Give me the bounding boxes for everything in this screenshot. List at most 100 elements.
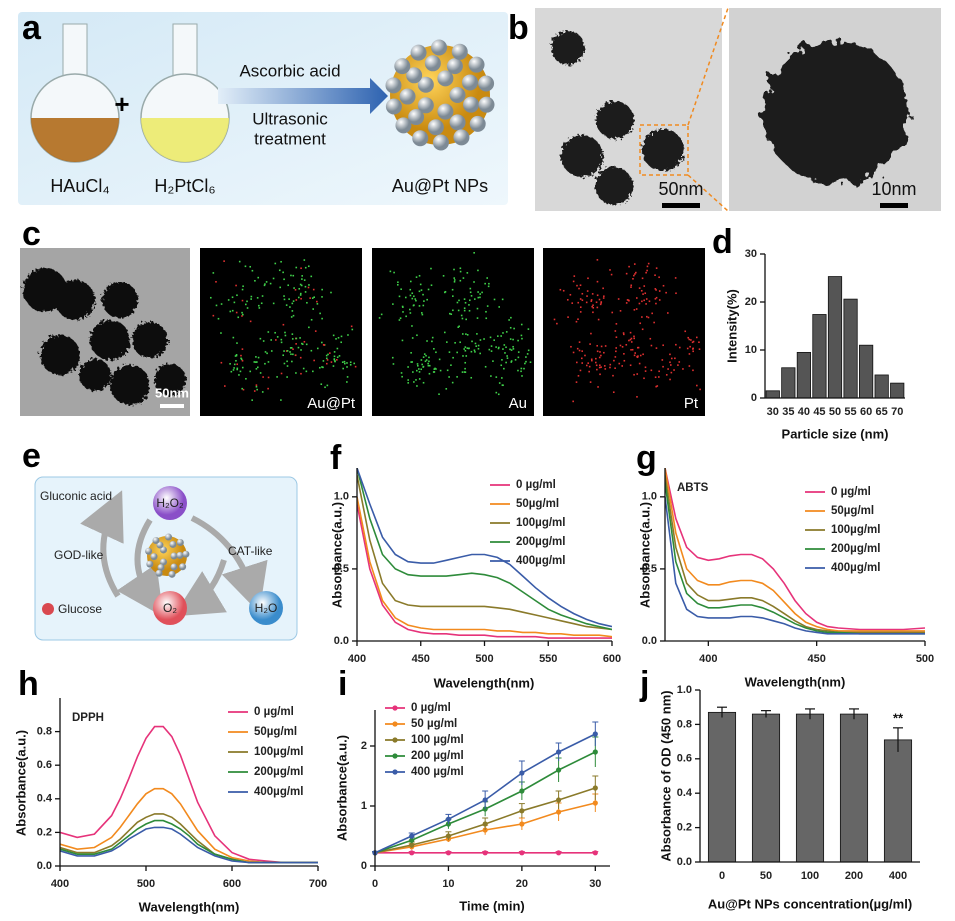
eds-dot	[576, 347, 579, 350]
eds-dot	[629, 338, 632, 341]
eds-dot	[325, 362, 328, 365]
eds-dot	[275, 339, 277, 341]
eds-dot	[256, 361, 258, 363]
eds-dot	[599, 373, 601, 376]
eds-dot	[615, 347, 618, 349]
eds-dot	[476, 317, 479, 319]
eds-dot	[310, 275, 313, 278]
eds-dot	[215, 304, 218, 307]
eds-dot	[262, 340, 265, 342]
eds-dot	[233, 367, 235, 369]
eds-dot	[286, 350, 289, 352]
eds-dot	[677, 364, 679, 366]
eds-dot	[661, 359, 664, 361]
eds-dot	[333, 358, 336, 361]
x-tick-label: 65	[876, 406, 888, 418]
eds-dot	[509, 338, 512, 340]
eds-dot	[517, 356, 520, 359]
eds-dot	[485, 310, 487, 313]
y-tick-label: 0.8	[677, 718, 692, 730]
eds-dot	[304, 285, 307, 288]
eds-dot	[278, 269, 281, 272]
scheme-background	[18, 12, 508, 205]
eds-dot	[300, 372, 302, 375]
eds-dot	[614, 330, 617, 332]
eds-dot	[238, 374, 240, 376]
eds-dot	[236, 367, 239, 370]
eds-dot	[649, 337, 652, 340]
particle	[154, 364, 186, 396]
reactant: H₂PtCl₆	[154, 176, 215, 196]
eds-dot	[686, 347, 689, 350]
eds-dot	[698, 341, 700, 344]
x-axis-title: Wavelength(nm)	[745, 674, 846, 689]
legend-marker	[392, 721, 398, 727]
eds-dot	[428, 372, 431, 375]
pt-sphere	[169, 540, 177, 548]
eds-dot	[643, 285, 646, 287]
eds-dot	[396, 283, 399, 286]
eds-dot	[517, 339, 519, 342]
particle	[110, 365, 150, 405]
eds-dot	[559, 288, 562, 291]
eds-dot	[230, 370, 233, 373]
eds-dot	[392, 363, 395, 365]
x-tick-label: 50	[760, 870, 772, 882]
eds-dot	[264, 362, 266, 365]
eds-dot	[326, 384, 329, 387]
eds-dot	[284, 331, 286, 334]
eds-dot	[280, 372, 283, 375]
eds-dot	[240, 358, 243, 361]
eds-dot	[305, 370, 308, 373]
series-line	[60, 826, 318, 864]
eds-dot	[609, 366, 611, 369]
y-tick-label: 0.5	[334, 563, 349, 575]
eds-dot	[420, 359, 423, 361]
eds-dot	[645, 315, 648, 318]
eds-dot	[498, 382, 501, 384]
flask-liquid	[141, 118, 229, 162]
eds-dot	[479, 293, 482, 295]
eds-dot	[312, 288, 315, 291]
eds-dot	[451, 381, 454, 384]
eds-dot	[595, 364, 598, 367]
eds-dot	[460, 314, 463, 317]
series-line	[665, 468, 925, 632]
eds-dot	[651, 312, 653, 315]
eds-dot	[467, 347, 470, 350]
eds-dot	[251, 269, 254, 272]
bar	[883, 739, 913, 863]
eds-dot	[497, 346, 500, 349]
eds-dot	[434, 367, 436, 370]
eds-dot	[514, 359, 517, 361]
eds-dot	[342, 367, 344, 370]
legend-label: 200µg/ml	[516, 536, 565, 548]
legend-marker	[392, 769, 398, 775]
eds-dot	[464, 367, 466, 370]
map-label: Au	[509, 395, 527, 412]
eds-dot	[634, 273, 636, 275]
bar	[781, 367, 796, 399]
eds-dot	[428, 364, 431, 367]
eds-dot	[691, 341, 694, 344]
eds-dot	[464, 371, 467, 373]
eds-dot	[407, 379, 409, 381]
eds-dot	[630, 286, 632, 288]
eds-dot	[461, 317, 464, 320]
eds-dot	[399, 317, 402, 319]
nanoparticle	[385, 39, 495, 151]
eds-dot	[346, 381, 348, 383]
eds-dot	[619, 344, 622, 347]
eds-dot	[654, 298, 657, 300]
eds-dot	[524, 362, 526, 365]
eds-dot	[291, 333, 294, 335]
eds-dot	[588, 365, 591, 368]
eds-dot	[452, 356, 454, 359]
eds-dot	[577, 301, 580, 304]
eds-dot	[251, 399, 253, 401]
bar	[859, 344, 874, 399]
eds-dot	[448, 312, 451, 315]
eds-dot	[413, 381, 415, 383]
eds-dot	[473, 281, 475, 283]
eds-dot	[579, 369, 582, 372]
